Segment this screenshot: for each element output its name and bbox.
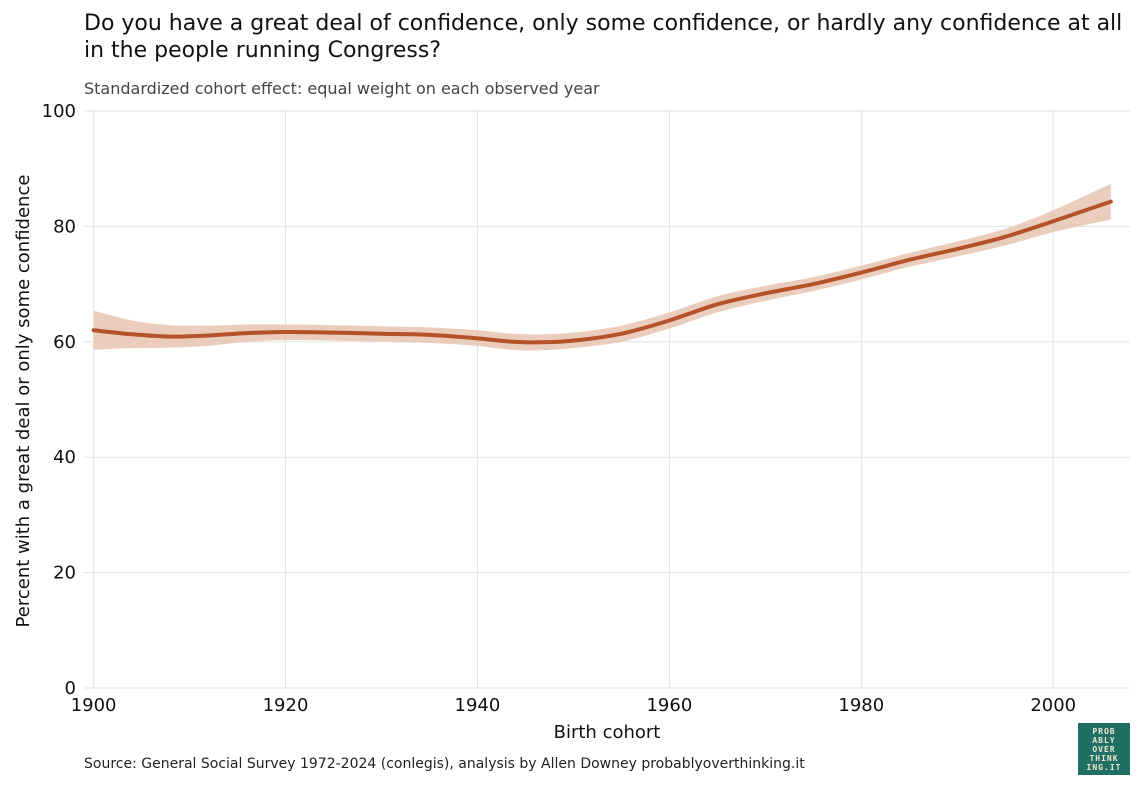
- y-tick-label: 40: [53, 447, 76, 468]
- source-note: Source: General Social Survey 1972-2024 …: [84, 756, 805, 772]
- x-tick-label: 1920: [263, 695, 309, 716]
- x-tick-label: 1900: [71, 695, 117, 716]
- chart-title: Do you have a great deal of confidence, …: [84, 11, 1123, 63]
- y-axis-ticks: 0 20 40 60 80 100: [42, 101, 76, 699]
- x-tick-label: 1940: [455, 695, 501, 716]
- confidence-band-layer: [93, 183, 1111, 351]
- x-tick-label: 1980: [838, 695, 884, 716]
- chart-subtitle: Standardized cohort effect: equal weight…: [84, 79, 600, 98]
- series-line-layer: [91, 199, 1113, 345]
- grid-lines: [84, 110, 1130, 689]
- logo-line: OVER: [1092, 744, 1116, 754]
- y-tick-label: 0: [65, 678, 76, 699]
- confidence-band: [93, 183, 1111, 351]
- x-tick-label: 1960: [646, 695, 692, 716]
- y-tick-label: 100: [42, 101, 76, 122]
- logo-line: PROB: [1092, 726, 1116, 736]
- x-tick-label: 2000: [1030, 695, 1076, 716]
- probablyoverthinking-logo: PROB ABLY OVER THINK ING.IT: [1078, 723, 1130, 775]
- y-tick-label: 60: [53, 332, 76, 353]
- y-tick-label: 80: [53, 216, 76, 237]
- y-tick-label: 20: [53, 563, 76, 584]
- x-axis-ticks: 1900 1920 1940 1960 1980 2000: [71, 695, 1076, 716]
- x-axis-label: Birth cohort: [554, 722, 661, 743]
- logo-line: THINK: [1089, 753, 1119, 763]
- y-axis-label: Percent with a great deal or only some c…: [13, 175, 34, 628]
- logo-line: ABLY: [1092, 735, 1116, 745]
- logo-line: ING.IT: [1086, 762, 1122, 772]
- series-line: [91, 199, 1113, 345]
